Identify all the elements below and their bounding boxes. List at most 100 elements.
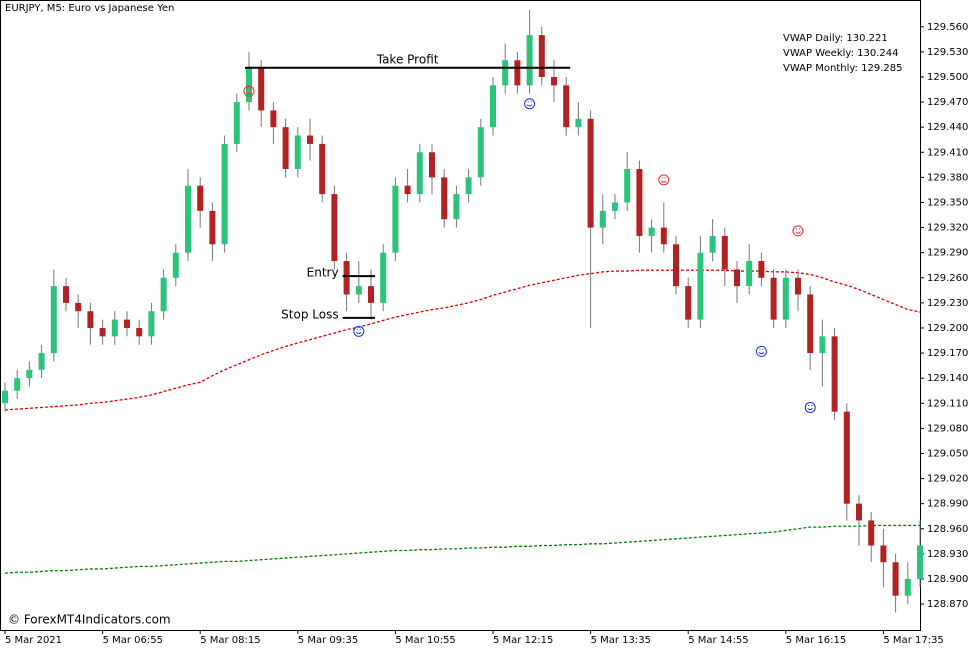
x-tick-label: 5 Mar 14:55 — [688, 635, 748, 646]
candle-body — [660, 227, 667, 245]
candle-body — [2, 390, 8, 404]
y-tick-label: 129.080 — [927, 423, 968, 434]
y-tick-label: 129.500 — [927, 72, 968, 83]
signal-marker — [658, 174, 670, 186]
candle-body — [233, 102, 240, 144]
candle-body — [75, 302, 82, 312]
candle-body — [490, 85, 496, 128]
candle-body — [904, 578, 911, 596]
x-tick-label: 5 Mar 10:55 — [395, 635, 455, 646]
candle-body — [294, 135, 301, 170]
x-tick-label: 5 Mar 12:15 — [493, 635, 553, 646]
candle-body — [563, 85, 570, 128]
signal-face — [660, 177, 667, 183]
candle-body — [136, 327, 143, 337]
x-tick-label: 5 Mar 17:35 — [883, 635, 943, 646]
candle-body — [856, 503, 862, 521]
chart-title: EURJPY, M5: Euro vs Japanese Yen — [5, 3, 174, 14]
candle-body — [160, 277, 167, 312]
candle-body — [124, 319, 130, 328]
signal-face — [807, 404, 814, 411]
vwap-line — [4, 524, 920, 574]
candle-body — [502, 60, 509, 86]
candle-body — [624, 169, 631, 203]
candle-body — [868, 520, 875, 546]
candle-body — [782, 277, 789, 320]
signal-face — [246, 88, 252, 94]
signal-marker — [792, 225, 804, 237]
candle-body — [551, 76, 557, 86]
legend-entry: VWAP Daily: 130.221 — [783, 33, 888, 44]
y-tick-label: 129.110 — [927, 398, 968, 409]
y-tick-label: 129.140 — [927, 373, 968, 384]
candle-body — [587, 118, 594, 228]
level-label: Stop Loss — [281, 307, 338, 321]
candle-body — [514, 60, 521, 86]
candle-body — [892, 562, 899, 596]
x-tick-label: 5 Mar 16:15 — [786, 635, 846, 646]
plot-frame — [0, 0, 921, 631]
candle-body — [209, 210, 216, 245]
signal-face — [758, 348, 765, 355]
signal-face — [526, 101, 533, 107]
candle-body — [685, 286, 692, 320]
y-tick-label: 129.380 — [927, 172, 968, 183]
candle-body — [770, 277, 777, 320]
candle-body — [392, 185, 399, 253]
y-tick-label: 128.960 — [927, 524, 968, 535]
candle-body — [380, 252, 387, 303]
x-tick-label: 5 Mar 06:55 — [103, 635, 163, 646]
candle-body — [63, 286, 69, 303]
candle-body — [599, 210, 606, 228]
y-tick-label: 129.350 — [927, 197, 968, 208]
y-tick-label: 129.050 — [927, 448, 968, 459]
x-tick-label: 5 Mar 09:35 — [298, 635, 358, 646]
candle-body — [258, 68, 265, 111]
candle-body — [758, 261, 765, 278]
y-tick-label: 129.230 — [927, 298, 968, 309]
y-tick-label: 129.320 — [927, 223, 968, 234]
candle-body — [477, 127, 484, 178]
signal-face — [355, 328, 362, 335]
candle-body — [50, 286, 57, 354]
candle-body — [453, 194, 460, 220]
candle-body — [368, 286, 374, 303]
y-tick-label: 129.560 — [927, 22, 968, 33]
candle-body — [636, 169, 643, 236]
candle-body — [734, 269, 740, 287]
candle-body — [917, 545, 923, 579]
candle-body — [795, 277, 801, 295]
candle-body — [709, 235, 716, 253]
signal-marker — [755, 345, 767, 357]
candle-body — [355, 286, 362, 295]
candle-body — [197, 185, 204, 211]
y-tick-label: 129.410 — [927, 147, 968, 158]
candle-body — [282, 127, 289, 170]
candle-body — [26, 369, 33, 379]
y-tick-label: 129.290 — [927, 248, 968, 259]
vwap-line — [4, 269, 921, 411]
signal-marker — [804, 401, 816, 413]
candle-body — [404, 185, 411, 195]
y-tick-label: 129.170 — [927, 348, 968, 359]
candle-body — [111, 319, 118, 337]
candle-body — [246, 68, 252, 103]
candle-body — [38, 353, 45, 370]
candle-body — [526, 35, 533, 86]
signal-marker — [524, 98, 536, 110]
candle-body — [14, 378, 21, 391]
y-tick-label: 129.200 — [927, 323, 968, 334]
candle-body — [87, 311, 94, 328]
candle-body — [673, 244, 679, 287]
x-tick-label: 5 Mar 13:35 — [591, 635, 651, 646]
candle-body — [429, 152, 435, 178]
y-tick-label: 129.020 — [927, 474, 968, 485]
candle-body — [831, 336, 838, 412]
signal-face — [795, 228, 801, 234]
candle-body — [575, 118, 582, 128]
y-tick-label: 128.930 — [927, 549, 968, 560]
y-tick-label: 128.900 — [927, 574, 968, 585]
candle-body — [843, 411, 850, 504]
candle-body — [746, 261, 753, 287]
